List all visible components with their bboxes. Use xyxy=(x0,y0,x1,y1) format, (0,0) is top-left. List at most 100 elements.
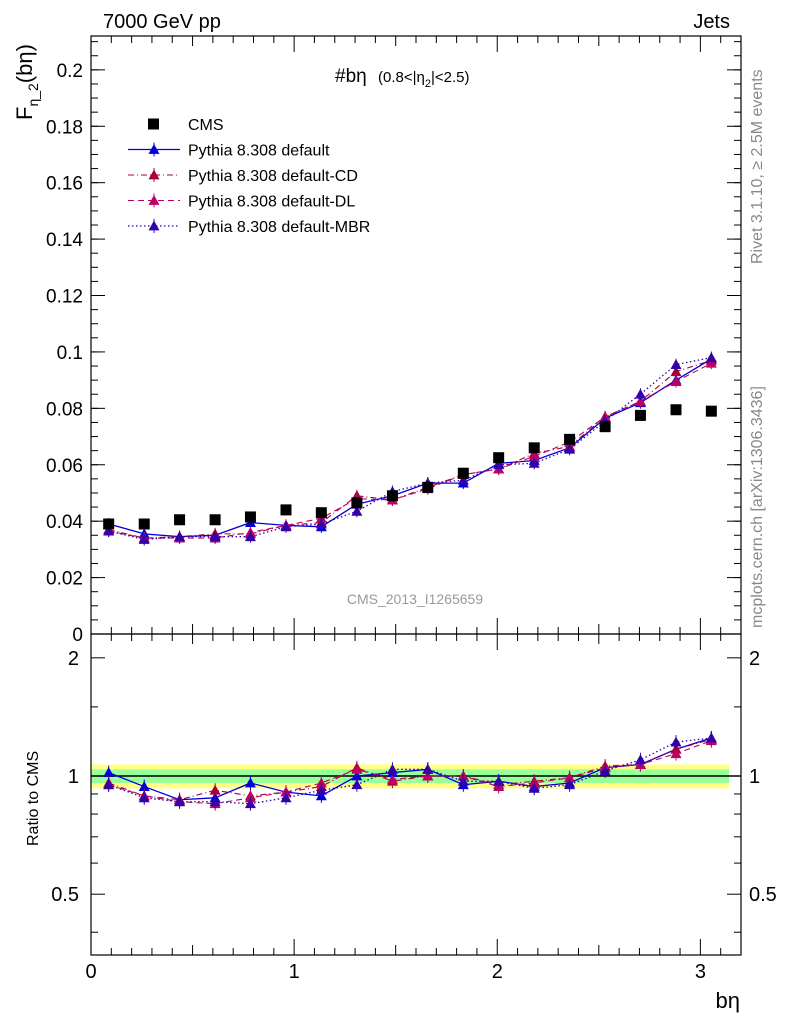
data-point-cd xyxy=(670,366,682,377)
ratio-point-mbr xyxy=(705,732,717,743)
y-tick-label: 0.02 xyxy=(46,569,83,590)
ratio-line-cd xyxy=(108,738,712,801)
data-point-mbr xyxy=(351,505,363,516)
ratio-point-default xyxy=(244,777,256,788)
y-tick-label: 0.18 xyxy=(46,117,83,138)
ratio-point-mbr xyxy=(422,763,434,774)
legend-label-mbr: Pythia 8.308 default-MBR xyxy=(188,219,370,236)
y-axis-label-arg: (bη) xyxy=(12,44,37,83)
data-point-mbr xyxy=(457,474,469,485)
plot-title-cut-end: |<2.5) xyxy=(431,69,470,86)
plot-title: #bη (0.8<|η2|<2.5) xyxy=(335,66,469,90)
ratio-tick-label-right: 0.5 xyxy=(749,884,777,906)
legend-label-dl: Pythia 8.308 default-DL xyxy=(188,194,355,211)
data-point-cms xyxy=(457,467,469,479)
y-tick-label: 0.14 xyxy=(46,230,83,251)
x-tick-label: 0 xyxy=(85,961,96,983)
ratio-point-dl xyxy=(670,748,682,759)
ratio-panel: 0 1 2 3 0.5 0.5 1 1 2 2 xyxy=(51,633,777,983)
legend-label-default: Pythia 8.308 default xyxy=(188,143,330,160)
ratio-point-dl xyxy=(564,772,576,783)
data-point-cms xyxy=(493,452,505,464)
x-tick-label: 3 xyxy=(695,961,706,983)
plot-title-cut-sub: 2 xyxy=(425,78,431,90)
legend-marker-default xyxy=(148,144,160,154)
ratio-line-dl xyxy=(108,740,712,805)
ratio-point-dl xyxy=(386,773,398,784)
y-tick-label: 0.06 xyxy=(46,456,83,477)
watermark-analysis-id: CMS_2013_I1265659 xyxy=(347,591,483,607)
ratio-tick-label: 2 xyxy=(68,648,79,670)
legend-marker-mbr xyxy=(148,220,160,231)
ratio-point-mbr xyxy=(174,796,186,807)
data-point-cms xyxy=(174,514,186,526)
ratio-point-mbr xyxy=(351,779,363,790)
data-point-mbr xyxy=(280,521,292,532)
data-point-mbr xyxy=(315,518,327,529)
ratio-tick-label: 0.5 xyxy=(51,884,79,906)
ratio-point-mbr xyxy=(564,779,576,790)
ratio-point-mbr xyxy=(493,775,505,786)
data-point-mbr xyxy=(103,525,115,536)
header-process-label: Jets xyxy=(693,11,730,33)
ratio-y-axis-label: Ratio to CMS xyxy=(25,751,42,846)
legend-label-cd: Pythia 8.308 default-CD xyxy=(188,168,358,185)
series-line-mbr xyxy=(108,356,712,541)
data-point-mbr xyxy=(209,531,221,542)
legend: CMS Pythia 8.308 default Pythia 8.308 defa… xyxy=(128,117,370,236)
series-line-cd xyxy=(108,359,712,539)
data-point-mbr xyxy=(244,531,256,542)
y-axis-label: Fη_2(bη) xyxy=(12,44,41,120)
data-point-mbr xyxy=(174,531,186,542)
y-tick-label: 0.1 xyxy=(57,343,83,364)
data-point-mbr xyxy=(705,352,717,362)
y-tick-label: 0.2 xyxy=(57,61,83,82)
ratio-point-mbr xyxy=(457,775,469,786)
ratio-tick-label: 1 xyxy=(68,766,79,788)
data-point-cms xyxy=(528,442,540,454)
data-point-cms xyxy=(351,497,363,509)
legend-marker-dl xyxy=(148,195,160,205)
legend-label-data: CMS xyxy=(188,117,224,134)
legend-marker-cd xyxy=(148,169,160,180)
data-point-cms xyxy=(422,481,434,493)
ratio-point-mbr xyxy=(315,784,327,795)
series-line-dl xyxy=(108,362,712,539)
ratio-point-mbr xyxy=(634,754,646,765)
plot-title-main: #bη xyxy=(335,66,367,87)
y-tick-label: 0.16 xyxy=(46,174,83,195)
data-point-dl xyxy=(528,450,540,461)
ratio-point-mbr xyxy=(280,792,292,803)
plot-title-cut: (0.8<|η xyxy=(378,69,425,86)
x-tick-label: 2 xyxy=(492,961,503,983)
data-point-cms xyxy=(138,518,150,530)
data-point-cms xyxy=(209,514,221,526)
ratio-point-mbr xyxy=(138,792,150,803)
data-point-cms xyxy=(103,518,115,530)
data-point-cms xyxy=(599,421,611,433)
ratio-point-mbr xyxy=(528,782,540,793)
data-point-cms xyxy=(244,511,256,523)
ratio-point-mbr xyxy=(386,763,398,774)
series-line-default xyxy=(108,358,712,538)
data-point-mbr xyxy=(493,459,505,470)
y-axis-label-sub: η_2 xyxy=(25,83,41,107)
data-point-dl xyxy=(670,376,682,386)
data-point-mbr xyxy=(138,534,150,544)
ratio-tick-label-right: 2 xyxy=(749,648,760,670)
ratio-frame xyxy=(90,633,742,956)
data-point-cms xyxy=(564,433,576,445)
y-tick-label: 0.08 xyxy=(46,399,83,420)
ratio-point-default xyxy=(103,767,115,778)
header-energy-label: 7000 GeV pp xyxy=(103,11,221,33)
ratio-point-mbr xyxy=(244,798,256,809)
data-point-dl xyxy=(634,395,646,406)
ratio-point-dl xyxy=(315,777,327,788)
ratio-tick-label-right: 1 xyxy=(749,766,760,788)
data-point-cms xyxy=(670,404,682,416)
ratio-point-dl xyxy=(351,763,363,774)
ratio-point-mbr xyxy=(670,736,682,747)
x-axis-label: bη xyxy=(716,988,740,1013)
data-point-cms xyxy=(315,507,327,519)
